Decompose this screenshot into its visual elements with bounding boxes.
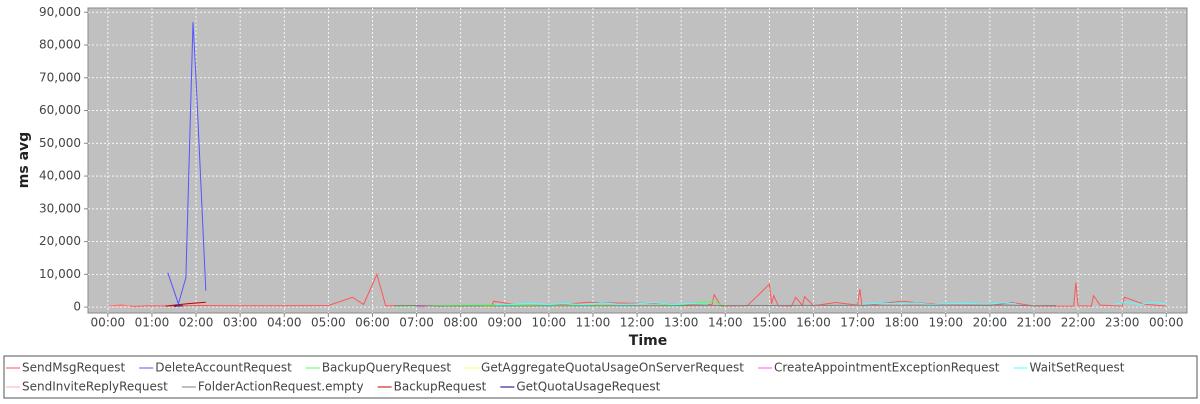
legend-label: SendInviteReplyRequest xyxy=(22,380,168,394)
x-tick-label: 23:00 xyxy=(1105,316,1140,330)
legend-label: GetAggregateQuotaUsageOnServerRequest xyxy=(481,361,744,375)
x-tick-label: 08:00 xyxy=(443,316,478,330)
y-tick-label: 90,000 xyxy=(39,5,81,19)
y-axis-label: ms avg xyxy=(16,132,32,188)
x-tick-label: 10:00 xyxy=(532,316,567,330)
y-tick-label: 40,000 xyxy=(39,169,81,183)
y-tick-label: 60,000 xyxy=(39,103,81,117)
x-tick-label: 22:00 xyxy=(1061,316,1096,330)
x-tick-label: 00:00 xyxy=(1149,316,1184,330)
x-tick-label: 14:00 xyxy=(708,316,743,330)
x-tick-label: 01:00 xyxy=(135,316,170,330)
x-axis-label: Time xyxy=(629,333,667,349)
legend-label: DeleteAccountRequest xyxy=(155,361,292,375)
legend-label: SendMsgRequest xyxy=(22,361,125,375)
x-tick-label: 04:00 xyxy=(267,316,302,330)
x-tick-label: 17:00 xyxy=(840,316,875,330)
legend-label: GetQuotaUsageRequest xyxy=(516,380,660,394)
x-tick-label: 02:00 xyxy=(179,316,214,330)
legend-label: FolderActionRequest.empty xyxy=(198,380,364,394)
x-tick-label: 03:00 xyxy=(223,316,258,330)
x-tick-label: 20:00 xyxy=(973,316,1008,330)
legend-label: WaitSetRequest xyxy=(1029,361,1124,375)
x-tick-label: 05:00 xyxy=(311,316,346,330)
legend-label: BackupRequest xyxy=(394,380,487,394)
y-tick-label: 80,000 xyxy=(39,38,81,52)
x-tick-label: 15:00 xyxy=(752,316,787,330)
x-tick-label: 09:00 xyxy=(487,316,522,330)
legend-label: BackupQueryRequest xyxy=(322,361,451,375)
x-tick-label: 16:00 xyxy=(796,316,831,330)
y-tick-label: 50,000 xyxy=(39,136,81,150)
x-tick-label: 12:00 xyxy=(620,316,655,330)
y-tick-label: 70,000 xyxy=(39,70,81,84)
y-tick-label: 0 xyxy=(73,300,81,314)
x-tick-label: 11:00 xyxy=(576,316,611,330)
x-tick-label: 00:00 xyxy=(91,316,126,330)
x-tick-label: 21:00 xyxy=(1017,316,1052,330)
x-tick-label: 19:00 xyxy=(928,316,963,330)
x-tick-label: 13:00 xyxy=(664,316,699,330)
y-tick-label: 10,000 xyxy=(39,267,81,281)
x-tick-label: 07:00 xyxy=(399,316,434,330)
y-tick-label: 20,000 xyxy=(39,234,81,248)
x-tick-label: 18:00 xyxy=(884,316,919,330)
legend-label: CreateAppointmentExceptionRequest xyxy=(774,361,1000,375)
y-tick-label: 30,000 xyxy=(39,201,81,215)
plot-area xyxy=(88,8,1187,313)
x-tick-label: 06:00 xyxy=(355,316,390,330)
